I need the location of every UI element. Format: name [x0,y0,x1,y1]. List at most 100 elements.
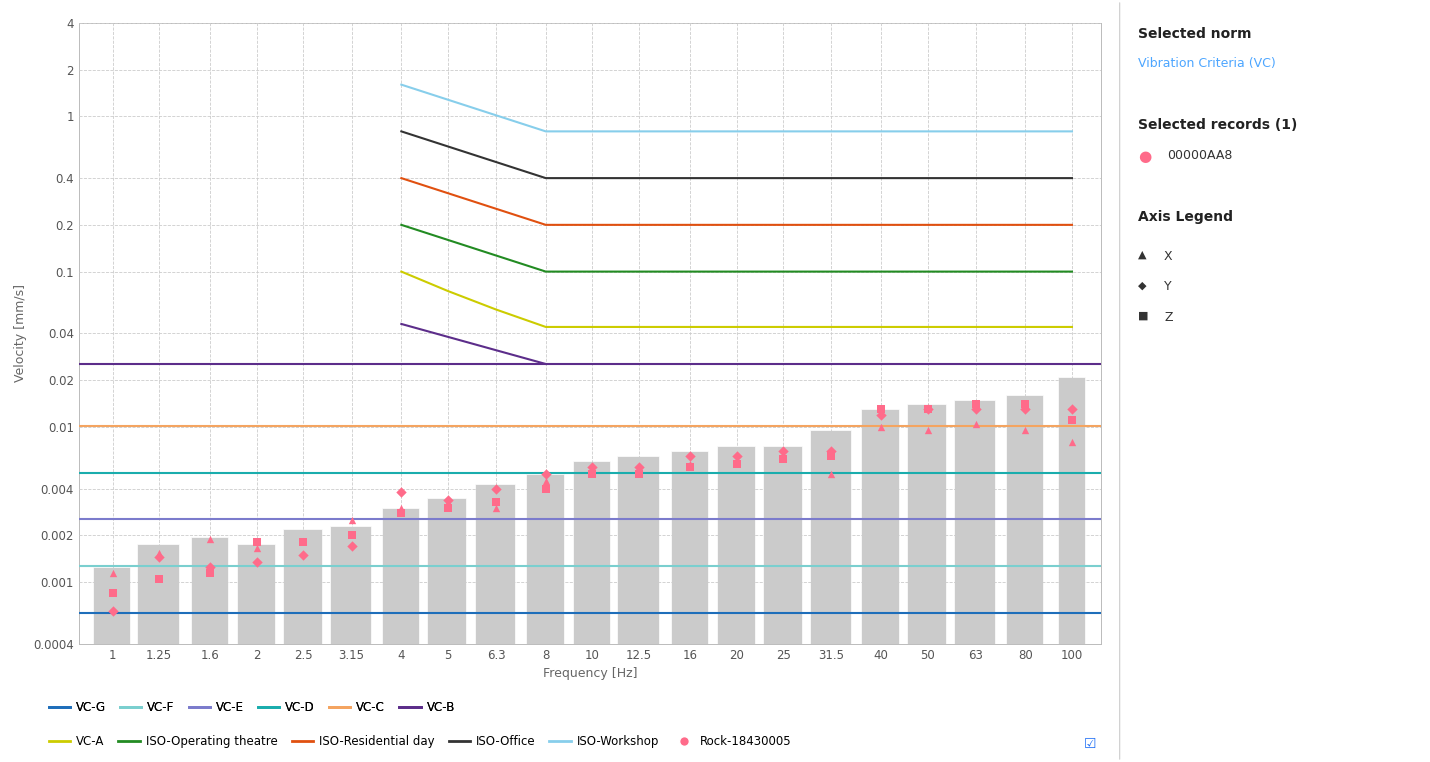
Point [390,507,413,519]
Bar [809,431,851,762]
Point [292,534,315,546]
Point [292,536,315,549]
Point [628,461,651,473]
Point [102,567,124,579]
X-axis label: Frequency [Hz]: Frequency [Hz] [542,668,638,680]
Point [390,486,413,498]
Bar [283,529,322,762]
Point [436,502,459,514]
Point [917,403,940,415]
Point [1014,424,1037,437]
Bar [190,537,229,762]
Text: ▲: ▲ [1138,250,1147,260]
Bar [237,544,275,762]
Point [485,495,508,507]
Bar [1058,377,1085,762]
Point [679,457,702,469]
Point [869,403,892,415]
Point [581,468,603,480]
Point [869,408,892,421]
Text: 00000AA8: 00000AA8 [1167,149,1233,162]
Point [1061,415,1084,427]
Point [535,468,558,480]
Point [102,587,124,599]
Point [199,533,222,545]
Bar [762,447,802,762]
Point [581,463,603,475]
Legend: VC-G, VC-F, VC-E, VC-D, VC-C, VC-B: VC-G, VC-F, VC-E, VC-D, VC-C, VC-B [49,701,455,714]
Point [679,450,702,462]
Point [964,398,987,410]
Point [869,421,892,433]
Point [679,461,702,473]
Point [246,536,269,549]
Point [1014,403,1037,415]
Text: ◆: ◆ [1138,280,1147,290]
Point [1014,398,1037,410]
Point [436,494,459,506]
Text: ☑: ☑ [1084,737,1097,751]
Text: Selected norm: Selected norm [1138,27,1251,40]
Point [147,546,170,559]
Point [819,468,842,480]
Point [917,403,940,415]
Bar [137,544,179,762]
Bar [716,447,755,762]
Text: Vibration Criteria (VC): Vibration Criteria (VC) [1138,57,1276,70]
Point [1061,436,1084,448]
Point [485,502,508,514]
Point [199,567,222,579]
Point [340,540,363,552]
Text: Y: Y [1164,280,1171,293]
Bar [1005,395,1044,762]
Text: X: X [1164,250,1173,263]
Point [964,403,987,415]
Point [485,482,508,495]
Text: ■: ■ [1138,311,1148,321]
Y-axis label: Velocity [mm/s]: Velocity [mm/s] [14,284,27,383]
Point [772,453,795,465]
Bar [330,526,370,762]
Text: Selected records (1): Selected records (1) [1138,118,1297,132]
Point [964,418,987,430]
Bar [475,484,515,762]
Point [102,605,124,617]
Bar [526,474,563,762]
Text: Z: Z [1164,311,1173,324]
Point [246,543,269,555]
Text: Axis Legend: Axis Legend [1138,210,1233,223]
Point [628,461,651,473]
Point [819,445,842,457]
Point [772,445,795,457]
Point [535,475,558,487]
Bar [93,567,130,762]
Point [535,482,558,495]
Point [390,502,413,514]
Bar [861,409,899,762]
Point [725,455,748,467]
Point [340,530,363,542]
Point [819,450,842,462]
Bar [428,498,466,762]
Bar [671,451,708,762]
Point [917,424,940,437]
Bar [954,399,995,762]
Point [147,551,170,563]
Point [199,561,222,573]
Bar [616,456,659,762]
Bar [382,508,419,762]
Point [246,555,269,568]
Point [340,514,363,527]
Point [292,549,315,561]
Point [436,495,459,507]
Point [725,457,748,469]
Point [581,461,603,473]
Bar [572,461,611,762]
Point [628,468,651,480]
Bar [907,404,947,762]
Point [725,450,748,462]
Point [772,450,795,462]
Point [1061,403,1084,415]
Text: ●: ● [1138,149,1151,164]
Point [147,573,170,585]
